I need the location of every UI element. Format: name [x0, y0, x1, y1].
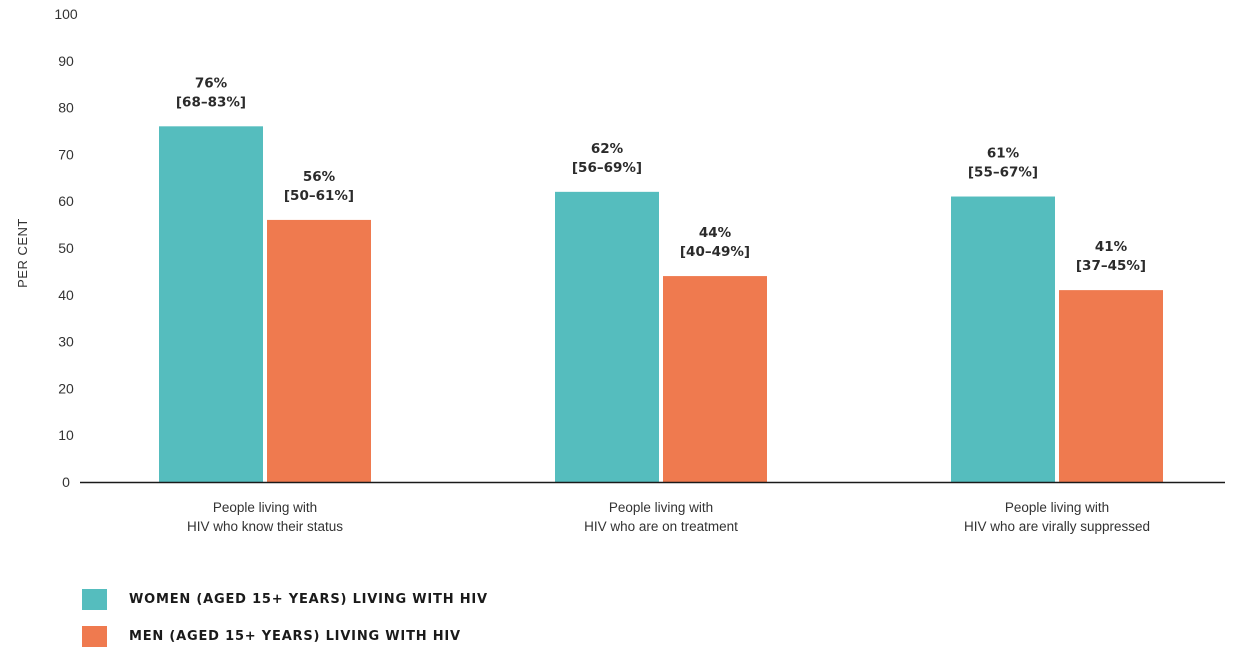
legend-item-men: MEN (AGED 15+ YEARS) LIVING WITH HIV: [82, 625, 488, 647]
y-tick-label-10: 10: [58, 427, 74, 443]
value-label-men-2: 44%: [699, 225, 732, 241]
legend-item-women: WOMEN (AGED 15+ YEARS) LIVING WITH HIV: [82, 588, 488, 610]
bar-women-2: [555, 191, 659, 482]
y-tick-label-80: 80: [58, 100, 74, 116]
legend-label-men: MEN (AGED 15+ YEARS) LIVING WITH HIV: [129, 628, 461, 644]
y-tick-label-20: 20: [58, 380, 74, 396]
bar-chart: 0 10 20 30 40 50 60 70 80 90 100 PER CENT 76% [68–8…: [15, 6, 1225, 534]
y-tick-label-40: 40: [58, 287, 74, 303]
interval-label-men-3: [37–45%]: [1076, 258, 1146, 274]
value-label-women-2: 62%: [591, 141, 624, 157]
category-label-1-line-2: HIV who know their status: [187, 519, 343, 534]
y-tick-label-60: 60: [58, 193, 74, 209]
bar-men-2: [663, 276, 767, 482]
y-tick-label-100: 100: [54, 6, 78, 22]
y-tick-label-30: 30: [58, 334, 74, 350]
value-label-women-1: 76%: [195, 75, 228, 91]
y-tick-label-90: 90: [58, 53, 74, 69]
interval-label-women-3: [55–67%]: [968, 165, 1038, 181]
legend-swatch-men: [82, 625, 107, 647]
x-axis: People living with HIV who know their sta…: [187, 500, 1150, 534]
interval-label-men-2: [40–49%]: [680, 244, 750, 260]
bar-men-3: [1059, 290, 1163, 482]
category-label-2-line-2: HIV who are on treatment: [584, 519, 738, 534]
y-tick-label-0: 0: [62, 474, 70, 490]
value-label-men-1: 56%: [303, 169, 336, 185]
bar-women-1: [159, 126, 263, 482]
category-label-3-line-2: HIV who are virally suppressed: [964, 519, 1150, 534]
legend-swatch-women: [82, 588, 107, 610]
category-label-2-line-1: People living with: [609, 500, 713, 515]
y-tick-label-70: 70: [58, 146, 74, 162]
bars: [159, 126, 1163, 483]
interval-label-women-2: [56–69%]: [572, 160, 642, 176]
bar-men-1: [267, 219, 371, 483]
bar-women-3: [951, 196, 1055, 482]
y-axis: 0 10 20 30 40 50 60 70 80 90 100: [54, 6, 78, 490]
interval-label-women-1: [68–83%]: [176, 94, 246, 110]
category-label-1-line-1: People living with: [213, 500, 317, 515]
value-label-men-3: 41%: [1095, 239, 1128, 255]
interval-label-men-1: [50–61%]: [284, 188, 354, 204]
y-tick-label-50: 50: [58, 240, 74, 256]
legend-label-women: WOMEN (AGED 15+ YEARS) LIVING WITH HIV: [129, 591, 488, 607]
value-label-women-3: 61%: [987, 146, 1020, 162]
y-axis-title: PER CENT: [15, 218, 30, 288]
value-labels: 76% [68–83%] 62% [56–69%] 61% [55–67%] 56% [50–…: [176, 75, 1146, 274]
legend: WOMEN (AGED 15+ YEARS) LIVING WITH HIV M…: [82, 588, 488, 662]
category-label-3-line-1: People living with: [1005, 500, 1109, 515]
